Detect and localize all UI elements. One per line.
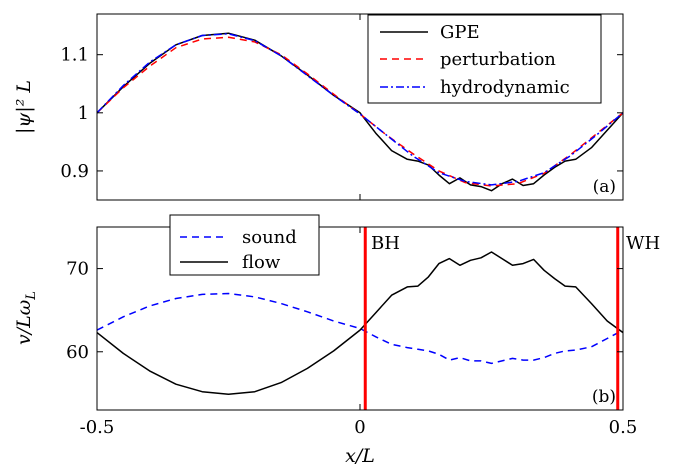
panel-b-ylabel-main: v/Lω: [13, 300, 35, 345]
annotation-wh: WH: [626, 233, 660, 254]
panel-a-ytick-label: 0.9: [60, 161, 89, 182]
panel-a: 0.9 1 1.1 |ψ|² L (a) GPE perturbation hydr…: [13, 13, 624, 201]
panel-a-series-perturbation: [97, 36, 623, 187]
panel-a-series-hydrodynamic: [97, 33, 623, 186]
panel-b-series-sound: [97, 292, 623, 365]
panel-b-series-flow: [97, 251, 623, 395]
panel-a-legend: GPE perturbation hydrodynamic: [367, 14, 602, 104]
legend-hydrodynamic-label: hydrodynamic: [440, 77, 570, 98]
panel-b-ytick-label: 70: [66, 259, 89, 280]
panel-a-series-group: [97, 32, 623, 192]
panel-b-ticks: 60 70 -0.5 0 0.5: [66, 227, 637, 438]
panel-b-ylabel: v/LωL: [13, 291, 39, 345]
legend-sound-label: sound: [242, 227, 297, 248]
panel-b-label: (b): [592, 387, 616, 407]
panel-b-series-group: [97, 227, 623, 410]
legend-flow-label: flow: [242, 252, 281, 273]
legend-perturbation-label: perturbation: [440, 49, 556, 70]
panel-b-xtick-label: -0.5: [80, 417, 115, 438]
panel-b-xtick-label: 0: [354, 417, 365, 438]
panel-a-ticks: 0.9 1 1.1: [60, 14, 624, 200]
panel-b-xlabel: x/L: [345, 445, 375, 467]
panel-a-ytick-label: 1.1: [60, 45, 89, 66]
panel-b-ylabel-sub: L: [24, 291, 39, 301]
annotation-bh: BH: [371, 233, 400, 254]
panel-a-ytick-label: 1: [78, 103, 89, 124]
panel-b: 60 70 -0.5 0 0.5 v/LωL x/L (b) BH WH sound f…: [13, 214, 660, 467]
legend-gpe-label: GPE: [440, 22, 480, 43]
panel-b-ytick-label: 60: [66, 342, 89, 363]
panel-b-xtick-label: 0.5: [609, 417, 638, 438]
panel-a-ylabel: |ψ|² L: [13, 80, 35, 134]
panel-b-legend-box: [169, 214, 320, 276]
panel-b-legend: sound flow: [169, 214, 320, 276]
panel-a-label: (a): [593, 177, 616, 197]
